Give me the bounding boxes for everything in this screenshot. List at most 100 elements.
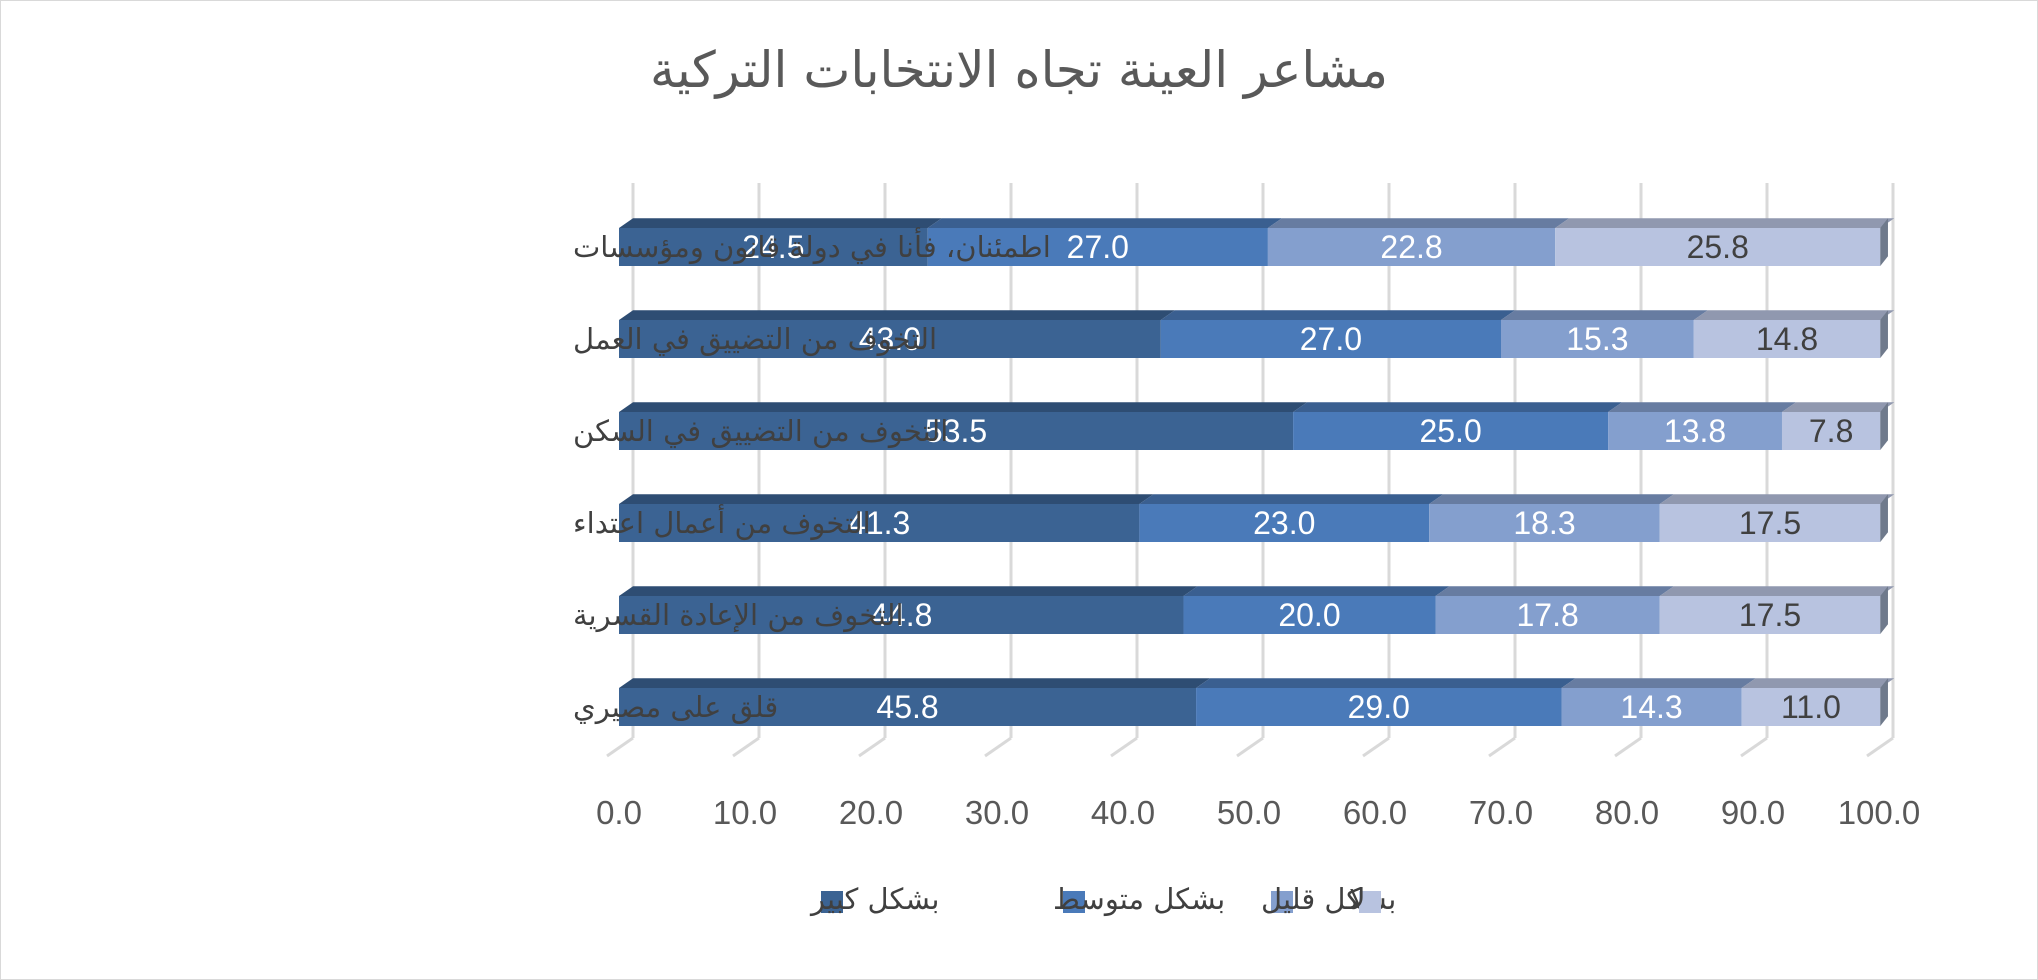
data-label: 17.5 [1739,505,1801,541]
bar-segment-top [1429,494,1674,504]
data-label: 25.0 [1419,413,1481,449]
x-tick-label: 90.0 [1721,794,1785,831]
legend-item: بشكل متوسط [1053,882,1225,916]
bar-segment-top [1561,678,1756,688]
x-tick-label: 50.0 [1217,794,1281,831]
bar-segment [927,228,1268,266]
bar-segment [1429,504,1660,542]
bar-segment-top [619,678,1211,688]
legend-item: لا [1349,882,1381,916]
category-labels: اطمئنان، فأنا في دولة قانون ومؤسسات التخو… [573,226,1051,724]
data-label: 45.8 [876,689,938,725]
x-tick-label: 10.0 [713,794,777,831]
bar-segment-top [1781,402,1895,412]
legend-label: بشكل كبير [809,882,939,916]
bar-segment-top [1160,310,1515,320]
bar-side [1880,494,1888,542]
bar-segment [619,596,1184,634]
legend-marker [1271,891,1293,913]
data-label: 18.3 [1513,505,1575,541]
floor-gridline [1614,736,1642,758]
category-label: التخوف من الإعادة القسرية [573,598,904,633]
value-labels: 24.5 27.0 22.8 25.8 43.0 27.0 15.3 14.8 53.5 25.0… [742,229,1853,725]
x-tick-label: 80.0 [1595,794,1659,831]
bars [619,218,1895,726]
legend-item: بشكل كبير [809,882,939,916]
bar-segment [1160,320,1501,358]
bar-segment-top [619,310,1175,320]
bar-side [1880,402,1888,450]
data-label: 24.5 [742,229,804,265]
bar-segment-top [1293,402,1623,412]
bar-segment-top [1183,586,1450,596]
data-label: 53.5 [925,413,987,449]
bar-segment [619,320,1161,358]
x-tick-label: 60.0 [1343,794,1407,831]
data-label: 14.3 [1620,689,1682,725]
bar-segment [1693,320,1881,358]
bar-segment [1196,688,1562,726]
floor-gridline [1236,736,1264,758]
x-tick-label: 70.0 [1469,794,1533,831]
floor-gridline [1488,736,1516,758]
bar-segment [1781,412,1881,450]
floor-gridline [1362,736,1390,758]
bar-segment [619,228,928,266]
bar-segment-top [1267,218,1570,228]
floor-gridline [1110,736,1138,758]
bar-segment [619,688,1197,726]
data-label: 23.0 [1253,505,1315,541]
floor-gridline [984,736,1012,758]
data-label: 25.8 [1687,229,1749,265]
category-label: التخوف من التضييق في السكن [573,414,948,449]
bar-side [1880,310,1888,358]
bar-segment-top [1693,310,1895,320]
bar-side [1880,218,1888,266]
bar-segment-top [619,402,1308,412]
bar-segment [1293,412,1609,450]
data-label: 29.0 [1348,689,1410,725]
bar-side [1880,586,1888,634]
data-label: 7.8 [1809,413,1853,449]
x-axis-ticks: 0.0 10.0 20.0 30.0 40.0 50.0 60.0 70.0 80.0 90.0 1… [596,794,1920,831]
bar-segment [1555,228,1881,266]
bar-segment-top [1139,494,1444,504]
data-label: 22.8 [1380,229,1442,265]
bar-segment [1608,412,1782,450]
bar-segment [1501,320,1694,358]
x-tick-label: 40.0 [1091,794,1155,831]
bar-segment-top [1659,494,1895,504]
bar-segment-top [927,218,1282,228]
gridlines [606,183,1895,758]
floor-gridline [606,736,634,758]
data-label: 15.3 [1566,321,1628,357]
category-label: التخوف من أعمال اعتداء [573,503,871,540]
category-label: التخوف من التضييق في العمل [573,322,937,357]
legend-label: بشكل متوسط [1053,882,1225,916]
bar-segment [619,412,1294,450]
data-label: 17.8 [1516,597,1578,633]
bar-segment [1741,688,1881,726]
data-label: 14.8 [1756,321,1818,357]
bar-segment [1659,504,1881,542]
data-label: 11.0 [1781,689,1841,725]
bar-segment-top [619,218,942,228]
bar-segment-top [1196,678,1576,688]
data-label: 27.0 [1067,229,1129,265]
category-label: اطمئنان، فأنا في دولة قانون ومؤسسات [573,226,1051,265]
bar-segment-top [1659,586,1895,596]
chart-title: مشاعر العينة تجاه الانتخابات التركية [650,41,1388,99]
bar-segment-top [1741,678,1895,688]
bar-segment [1267,228,1556,266]
data-label: 43.0 [859,321,921,357]
data-label: 44.8 [870,597,932,633]
data-label: 20.0 [1278,597,1340,633]
bar-segment [1139,504,1430,542]
bar-segment [1183,596,1436,634]
bar-segment-top [619,586,1198,596]
legend-marker [821,891,843,913]
legend-marker [1359,891,1381,913]
